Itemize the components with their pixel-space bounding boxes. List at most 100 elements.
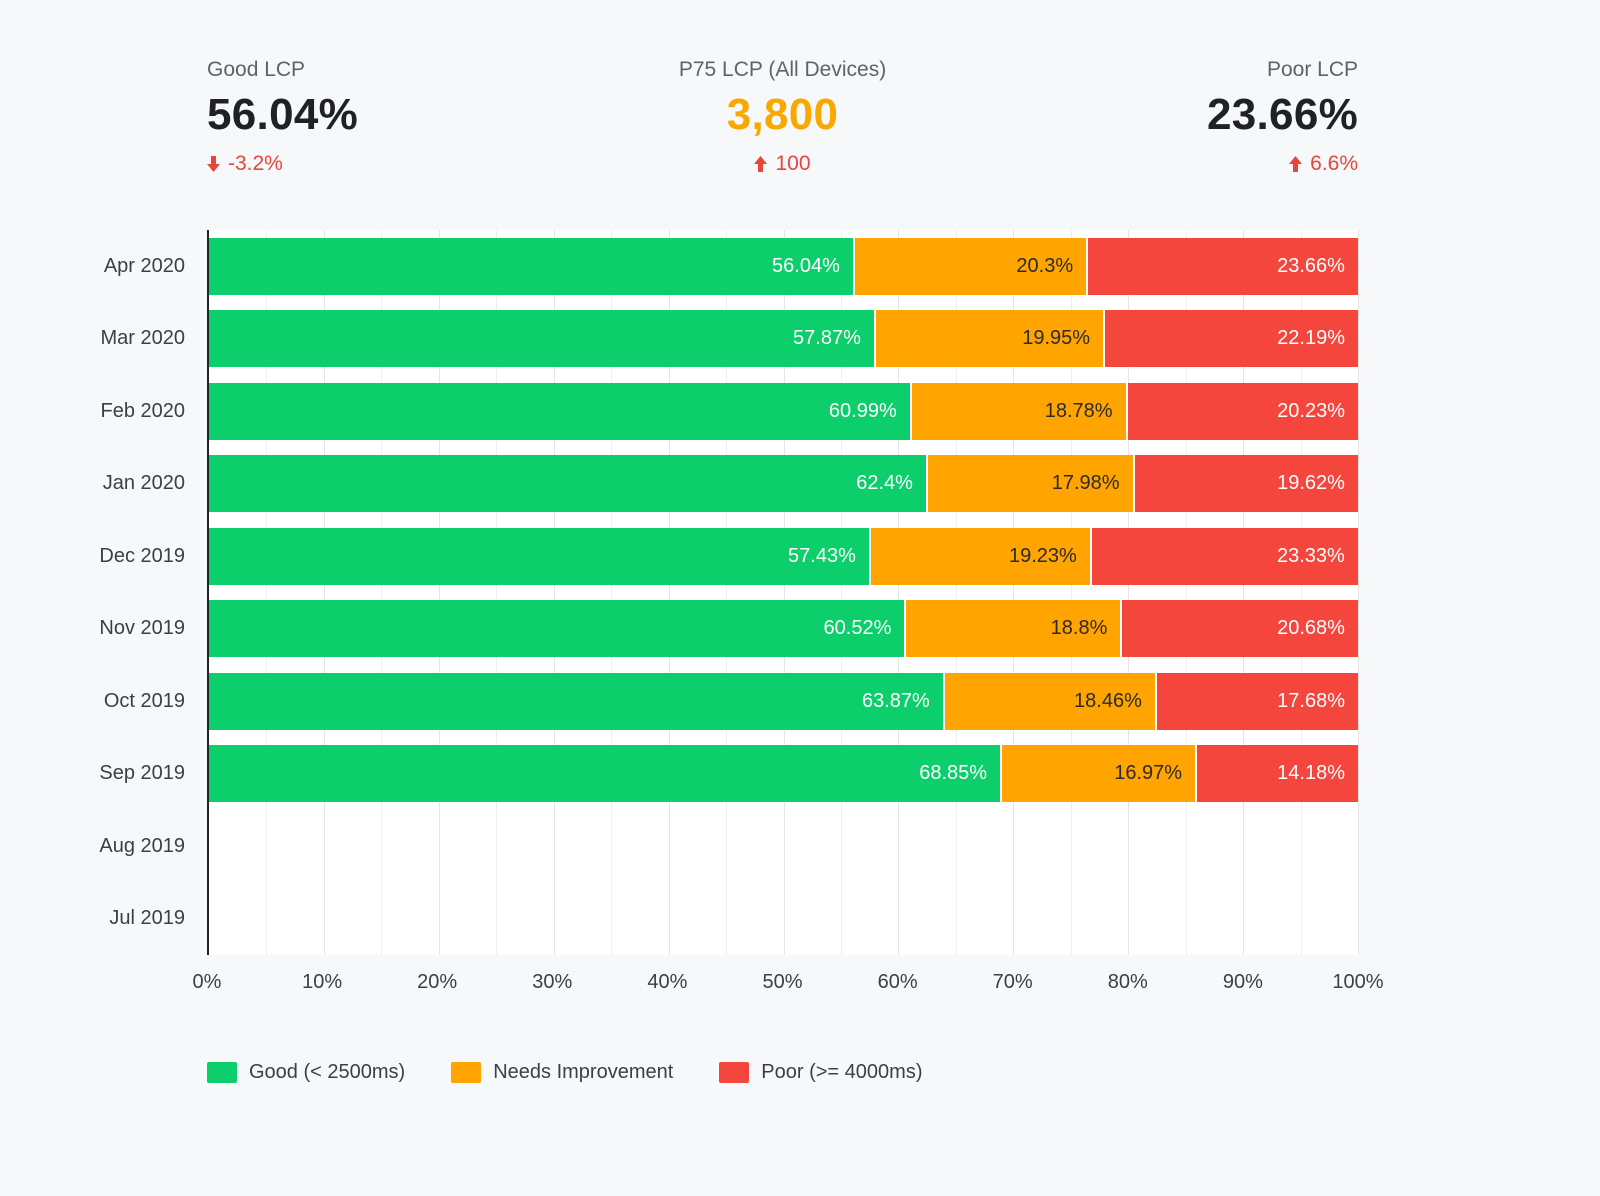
bar-segment-poor[interactable]: 22.19% bbox=[1103, 310, 1358, 368]
bar-segment-good[interactable]: 56.04% bbox=[209, 237, 853, 295]
bar-segment-good[interactable]: 57.43% bbox=[209, 527, 869, 585]
gridline bbox=[1185, 230, 1187, 955]
bar-value-label: 62.4% bbox=[856, 472, 913, 495]
x-axis-tick: 60% bbox=[877, 971, 918, 993]
legend-swatch bbox=[207, 1062, 237, 1083]
bar-value-label: 60.99% bbox=[828, 399, 897, 422]
bar-row-apr-2020: 56.04% 20.3% 23.66% bbox=[209, 230, 1358, 303]
bar-row-nov-2019: 60.52% 18.8% 20.68% bbox=[209, 593, 1358, 666]
bar-segment-needs-improvement[interactable]: 20.3% bbox=[852, 237, 1087, 295]
kpi-poor-delta-value: 6.6% bbox=[1310, 152, 1359, 175]
y-axis-label: Apr 2020 bbox=[103, 254, 185, 277]
y-axis-label: Jul 2019 bbox=[109, 907, 185, 930]
kpi-good-delta-value: -3.2% bbox=[228, 152, 283, 175]
gridline bbox=[496, 230, 498, 955]
bar-row-sep-2019: 68.85% 16.97% 14.18% bbox=[209, 738, 1358, 811]
bar-segment-poor[interactable]: 17.68% bbox=[1154, 672, 1358, 730]
kpi-poor-lcp: Poor LCP 23.66% 6.6% bbox=[974, 58, 1358, 176]
trend-up-icon bbox=[754, 156, 768, 172]
gridline bbox=[1300, 230, 1302, 955]
gridline bbox=[1013, 230, 1015, 955]
x-axis-tick: 100% bbox=[1332, 971, 1384, 993]
bar-segment-needs-improvement[interactable]: 19.95% bbox=[873, 310, 1104, 368]
kpi-good-label: Good LCP bbox=[207, 58, 306, 81]
y-axis-label: Sep 2019 bbox=[99, 762, 185, 785]
bar-segment-good[interactable]: 68.85% bbox=[209, 745, 1001, 803]
bar-value-label: 19.62% bbox=[1277, 472, 1345, 495]
gridline bbox=[323, 230, 325, 955]
y-axis-label: Dec 2019 bbox=[99, 544, 185, 567]
gridline bbox=[783, 230, 785, 955]
bar-value-label: 17.98% bbox=[1051, 472, 1120, 495]
bar-row-mar-2020: 57.87% 19.95% 22.19% bbox=[209, 303, 1358, 376]
legend-item-good[interactable]: Good (< 2500ms) bbox=[207, 1061, 405, 1084]
lcp-stacked-bar-chart: Apr 2020 Mar 2020 Feb 2020 Jan 2020 Dec 2019… bbox=[0, 230, 1384, 1084]
legend-label: Poor (>= 4000ms) bbox=[761, 1061, 923, 1083]
x-axis-tick: 80% bbox=[1107, 971, 1148, 993]
x-axis-tick: 0% bbox=[192, 971, 222, 993]
bar-segment-poor[interactable]: 23.33% bbox=[1089, 527, 1358, 585]
bar-segment-needs-improvement[interactable]: 18.78% bbox=[909, 382, 1126, 440]
y-axis-label: Mar 2020 bbox=[100, 327, 186, 350]
gridline bbox=[1243, 230, 1245, 955]
bar-value-label: 18.78% bbox=[1044, 399, 1113, 422]
bar-segment-good[interactable]: 57.87% bbox=[209, 310, 874, 368]
kpi-poor-delta: 6.6% bbox=[974, 152, 1358, 176]
bar-segment-poor[interactable]: 19.62% bbox=[1132, 455, 1358, 513]
bar-value-label: 20.68% bbox=[1277, 617, 1345, 640]
kpi-good-value: 56.04% bbox=[207, 90, 359, 139]
gridline bbox=[668, 230, 670, 955]
bar-value-label: 18.8% bbox=[1050, 617, 1108, 640]
bar-value-label: 22.19% bbox=[1277, 327, 1345, 350]
bar-segment-needs-improvement[interactable]: 18.8% bbox=[904, 600, 1121, 658]
bar-row-feb-2020: 60.99% 18.78% 20.23% bbox=[209, 375, 1358, 448]
bar-segment-good[interactable]: 63.87% bbox=[209, 672, 943, 730]
bar-value-label: 68.85% bbox=[919, 762, 988, 785]
legend-item-needs-improvement[interactable]: Needs Improvement bbox=[451, 1061, 673, 1084]
bar-value-label: 20.23% bbox=[1277, 399, 1345, 422]
bar-segment-needs-improvement[interactable]: 17.98% bbox=[925, 455, 1133, 513]
kpi-poor-value: 23.66% bbox=[1206, 90, 1359, 139]
bar-value-label: 60.52% bbox=[823, 617, 892, 640]
plot-area: 56.04% 20.3% 23.66% 57.87% 19.95% 22.19% 60.99… bbox=[207, 230, 1359, 955]
bar-segment-poor[interactable]: 23.66% bbox=[1086, 237, 1358, 295]
bar-value-label: 17.68% bbox=[1277, 689, 1345, 712]
bar-value-label: 63.87% bbox=[861, 689, 930, 712]
x-axis-tick: 90% bbox=[1222, 971, 1263, 993]
x-axis-tick: 70% bbox=[992, 971, 1033, 993]
legend-label: Good (< 2500ms) bbox=[249, 1061, 406, 1083]
bar-segment-poor[interactable]: 20.68% bbox=[1120, 600, 1358, 658]
kpi-p75-delta: 100 bbox=[591, 152, 975, 176]
y-axis-label: Oct 2019 bbox=[103, 689, 185, 712]
gridline bbox=[1358, 230, 1359, 955]
x-axis-tick: 20% bbox=[417, 971, 458, 993]
legend-item-poor[interactable]: Poor (>= 4000ms) bbox=[719, 1061, 922, 1084]
bar-segment-needs-improvement[interactable]: 16.97% bbox=[1000, 745, 1196, 803]
legend-label: Needs Improvement bbox=[493, 1061, 674, 1083]
bar-segment-good[interactable]: 60.52% bbox=[209, 600, 905, 658]
bar-value-label: 14.18% bbox=[1277, 762, 1345, 785]
x-axis-tick: 50% bbox=[762, 971, 803, 993]
bar-value-label: 56.04% bbox=[772, 254, 840, 277]
bar-value-label: 16.97% bbox=[1114, 762, 1183, 785]
legend-swatch bbox=[719, 1062, 750, 1083]
bar-segment-needs-improvement[interactable]: 19.23% bbox=[868, 527, 1090, 585]
kpi-good-lcp: Good LCP 56.04% -3.2% bbox=[207, 58, 591, 176]
bar-row-oct-2019: 63.87% 18.46% 17.68% bbox=[209, 665, 1358, 738]
legend-swatch bbox=[451, 1062, 482, 1083]
bar-segment-poor[interactable]: 20.23% bbox=[1125, 382, 1358, 440]
y-axis-label: Aug 2019 bbox=[99, 834, 185, 857]
bar-segment-needs-improvement[interactable]: 18.46% bbox=[942, 672, 1155, 730]
y-axis-label: Nov 2019 bbox=[99, 617, 185, 640]
gridline bbox=[266, 230, 268, 955]
bar-segment-poor[interactable]: 14.18% bbox=[1195, 745, 1358, 803]
bar-segment-good[interactable]: 62.4% bbox=[209, 455, 926, 513]
bar-segment-good[interactable]: 60.99% bbox=[209, 382, 910, 440]
gridline bbox=[955, 230, 957, 955]
legend: Good (< 2500ms) Needs Improvement Poor (>=… bbox=[207, 1061, 1358, 1084]
y-axis-label: Jan 2020 bbox=[102, 472, 185, 495]
bar-value-label: 23.33% bbox=[1277, 544, 1345, 567]
kpi-p75-lcp: P75 LCP (All Devices) 3,800 100 bbox=[591, 58, 975, 176]
bar-row-jan-2020: 62.4% 17.98% 19.62% bbox=[209, 448, 1358, 521]
bars: 56.04% 20.3% 23.66% 57.87% 19.95% 22.19% 60.99… bbox=[209, 230, 1358, 955]
